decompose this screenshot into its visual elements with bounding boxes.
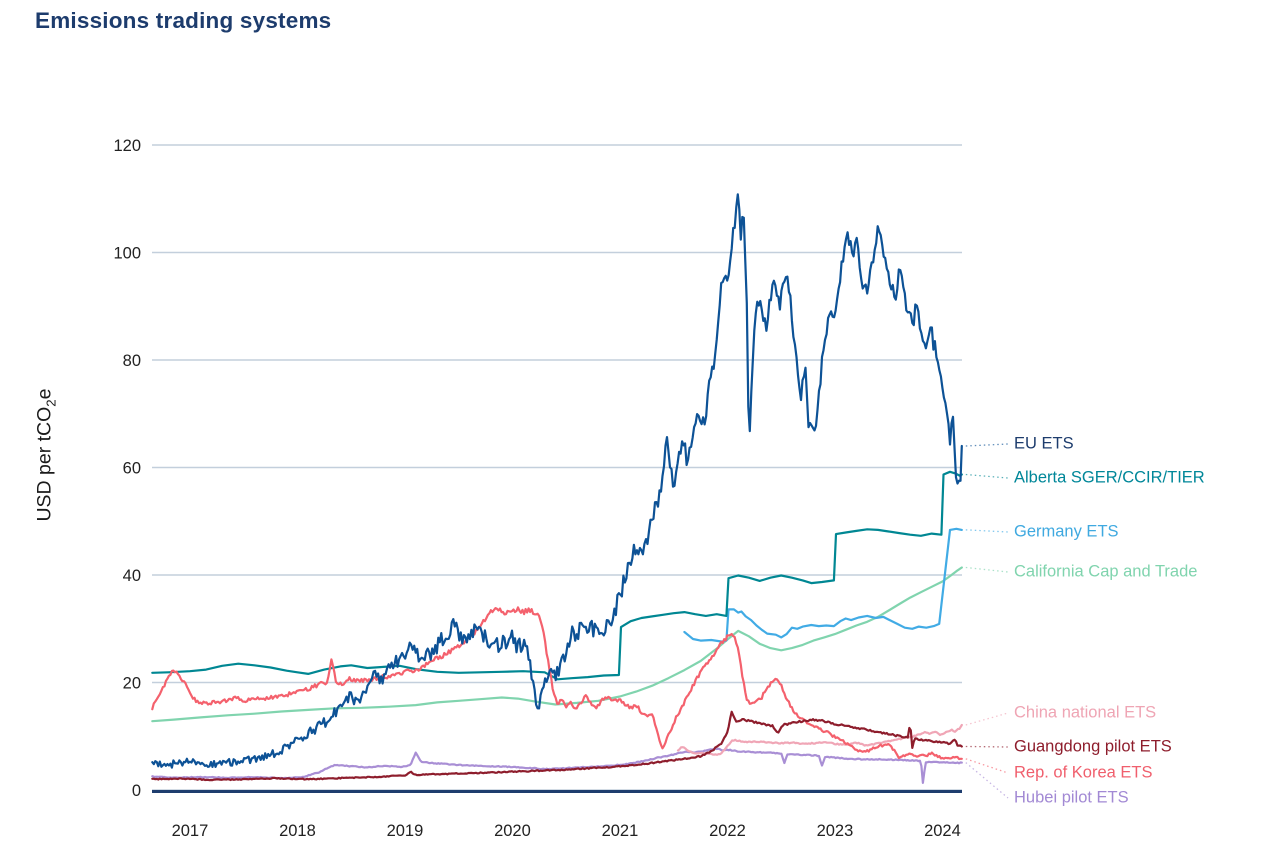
leader-line-rep-of-korea-ets — [965, 758, 1009, 774]
x-tick-label-2018: 2018 — [279, 822, 316, 840]
series-line-eu-ets — [151, 193, 963, 769]
series-label-eu-ets: EU ETS — [1014, 434, 1074, 453]
series-label-alberta-sger-ccir-tier: Alberta SGER/CCIR/TIER — [1014, 468, 1205, 487]
y-tick-label-80: 80 — [123, 352, 141, 370]
leader-line-guangdong-pilot-ets — [965, 745, 1009, 748]
y-tick-label-20: 20 — [123, 675, 141, 693]
leader-line-hubei-pilot-ets — [965, 762, 1009, 799]
series-label-hubei-pilot-ets: Hubei pilot ETS — [1014, 788, 1129, 807]
series-line-alberta-sger-ccir-tier — [151, 470, 963, 681]
series-line-germany-ets — [683, 527, 963, 643]
x-tick-label-2023: 2023 — [817, 822, 854, 840]
series-line-china-national-ets — [676, 723, 963, 756]
leader-line-california-cap-and-trade — [965, 566, 1009, 573]
leader-line-alberta-sger-ccir-tier — [965, 473, 1009, 479]
y-axis-title-sub: 2 — [43, 399, 59, 407]
series-line-rep-of-korea-ets — [151, 606, 963, 761]
series-label-guangdong-pilot-ets: Guangdong pilot ETS — [1014, 737, 1172, 756]
series-label-germany-ets: Germany ETS — [1014, 522, 1119, 541]
leader-line-eu-ets — [965, 443, 1009, 447]
x-tick-label-2020: 2020 — [494, 822, 531, 840]
y-tick-label-0: 0 — [132, 782, 141, 800]
y-tick-label-100: 100 — [113, 245, 141, 263]
x-tick-label-2022: 2022 — [709, 822, 746, 840]
y-tick-label-40: 40 — [123, 567, 141, 585]
series-line-guangdong-pilot-ets — [151, 710, 963, 782]
x-tick-label-2021: 2021 — [602, 822, 639, 840]
x-tick-label-2024: 2024 — [924, 822, 961, 840]
series-label-rep-of-korea-ets: Rep. of Korea ETS — [1014, 763, 1153, 782]
y-axis-title-suffix: e — [33, 388, 56, 400]
y-tick-label-120: 120 — [113, 137, 141, 155]
series-line-california-cap-and-trade — [151, 566, 963, 723]
x-tick-label-2019: 2019 — [387, 822, 424, 840]
series-label-china-national-ets: China national ETS — [1014, 703, 1157, 722]
series-label-california-cap-and-trade: California Cap and Trade — [1014, 562, 1198, 581]
page-title: Emissions trading systems — [35, 8, 332, 33]
y-tick-label-60: 60 — [123, 460, 141, 478]
y-axis-title-main: USD per tCO — [33, 406, 56, 522]
y-axis-title: USD per tCO2e — [34, 388, 59, 521]
leader-line-china-national-ets — [965, 712, 1009, 726]
x-tick-label-2017: 2017 — [172, 822, 209, 840]
leader-line-germany-ets — [965, 529, 1009, 533]
